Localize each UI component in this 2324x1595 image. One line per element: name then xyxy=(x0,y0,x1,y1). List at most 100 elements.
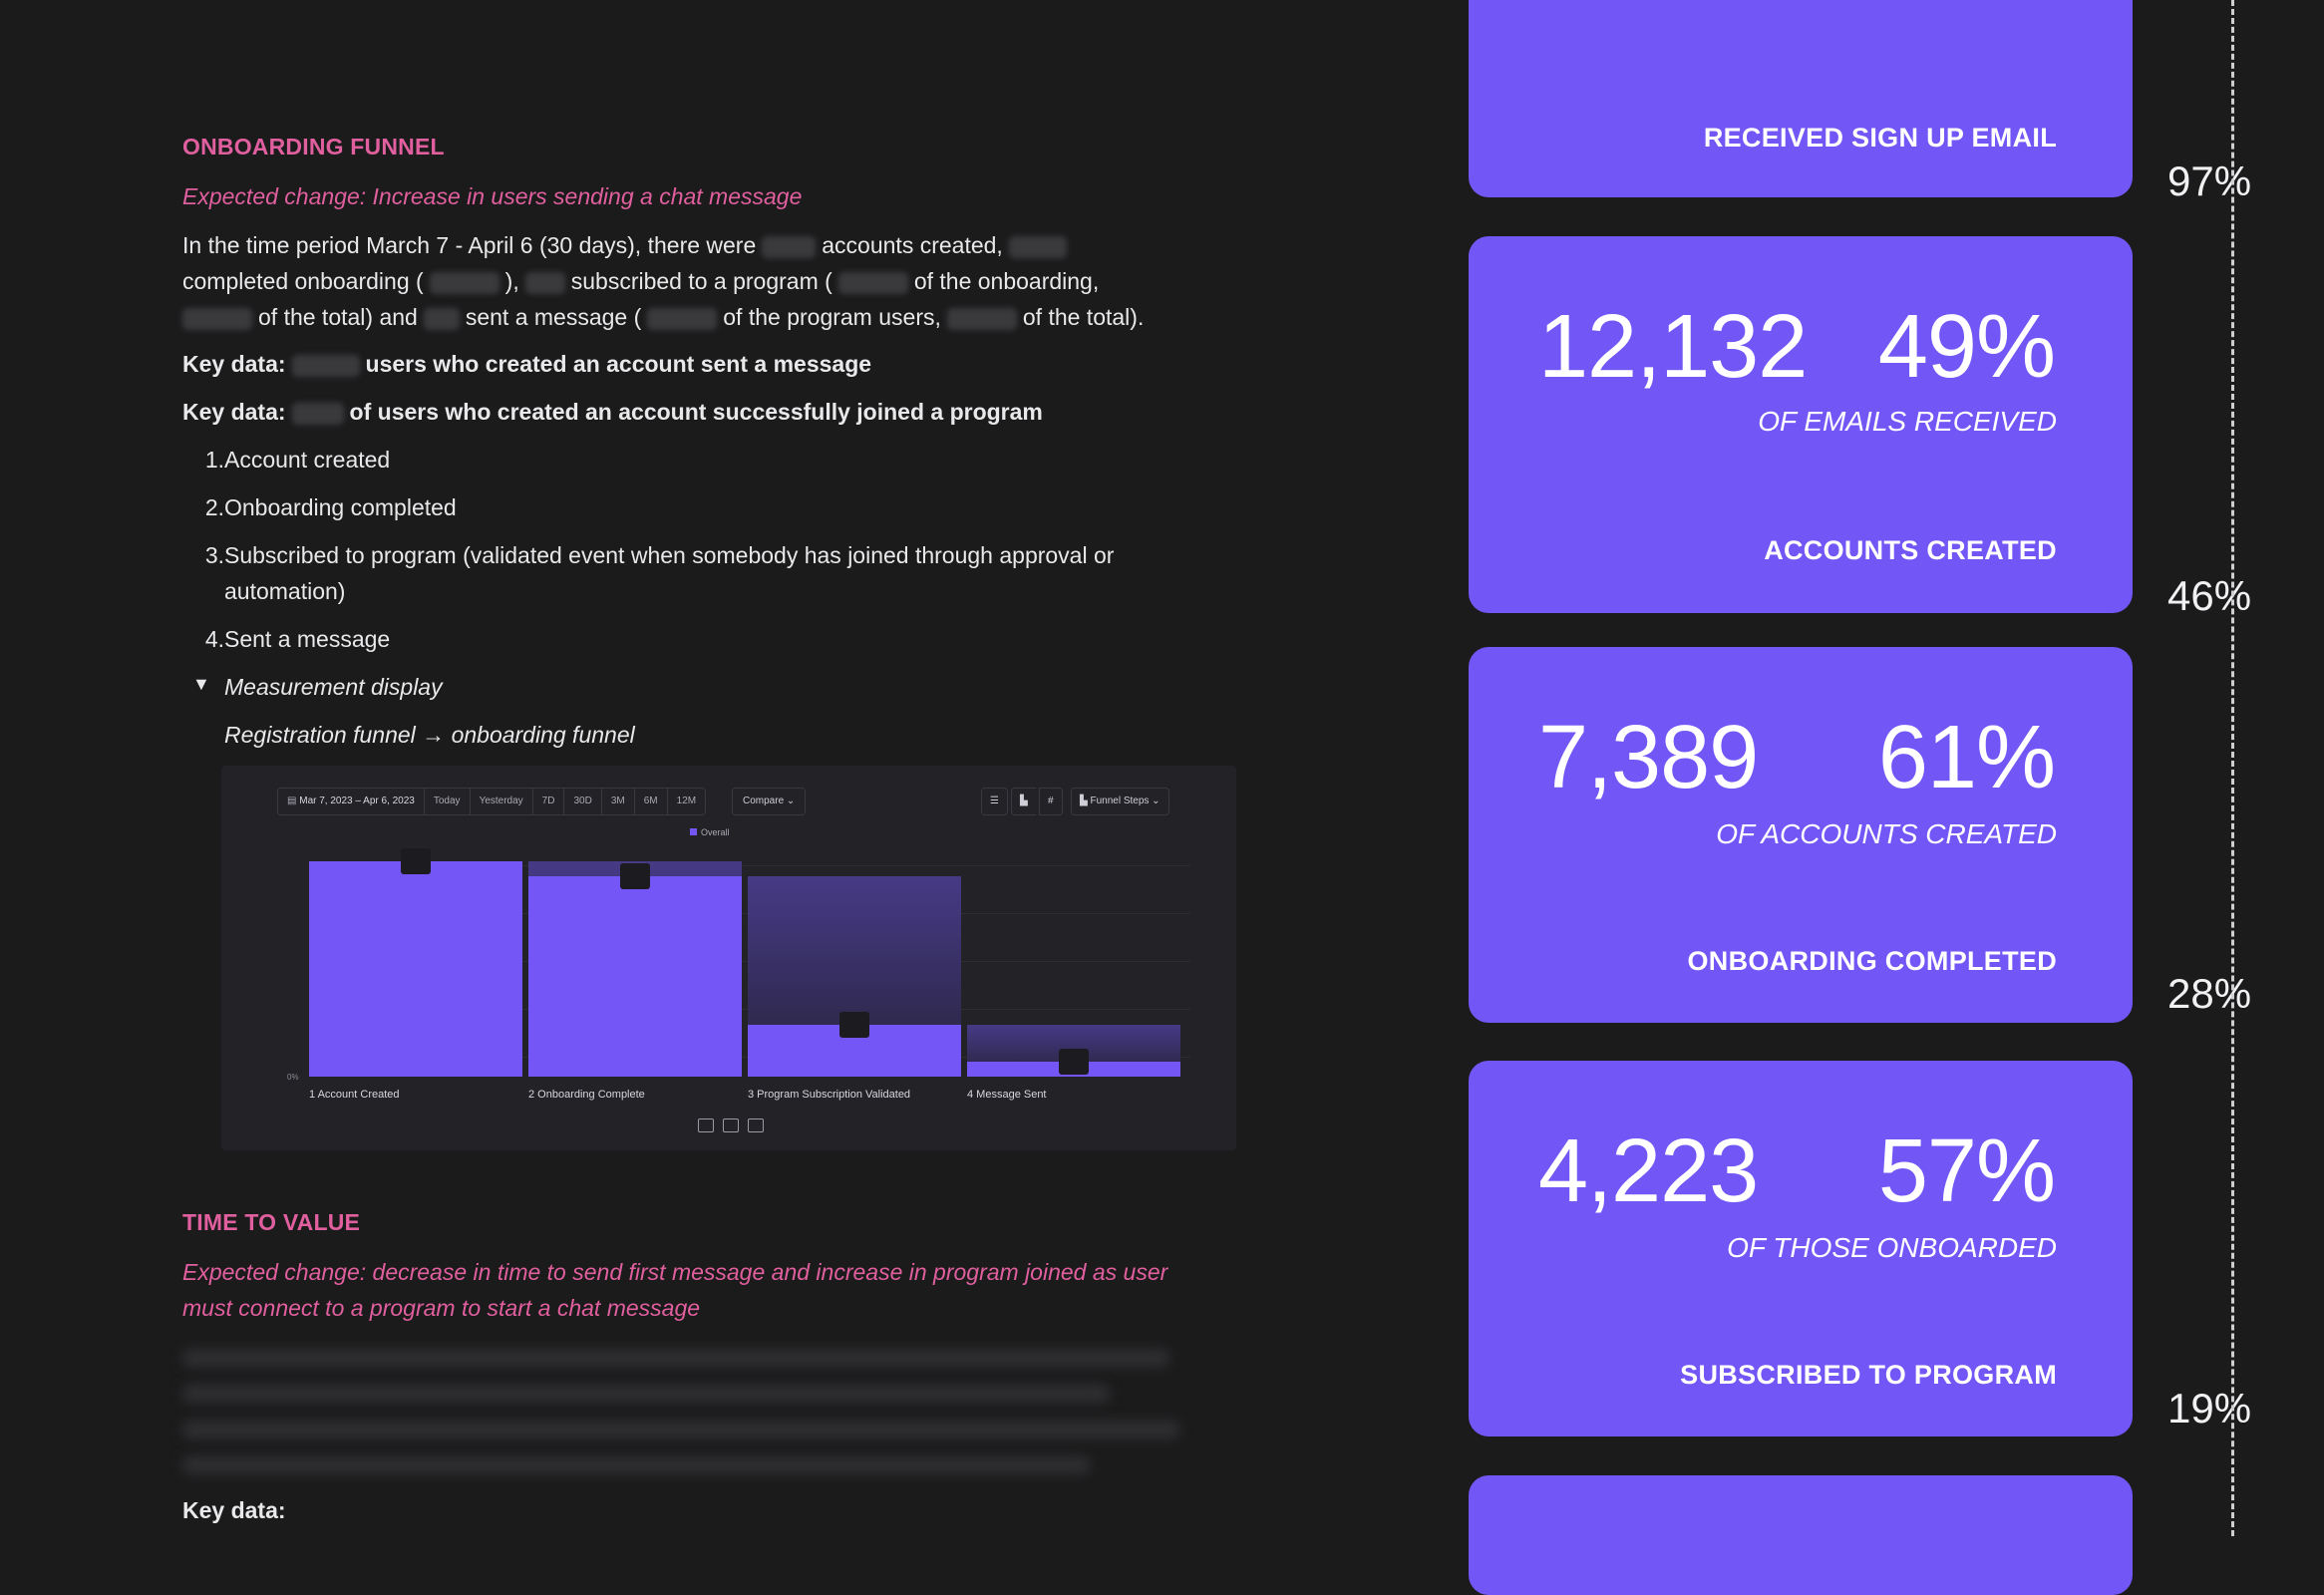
key-data-label: Key data: xyxy=(182,351,286,377)
date-range-picker[interactable]: ▤ Mar 7, 2023 – Apr 6, 2023 xyxy=(278,789,425,814)
list-text: Subscribed to program (validated event w… xyxy=(224,542,1115,604)
funnel-bar-tooltip-handle[interactable] xyxy=(1059,1048,1089,1075)
onboarding-expected-change: Expected change: Increase in users sendi… xyxy=(182,183,803,209)
funnel-steps-label: Funnel Steps ⌄ xyxy=(1090,796,1161,806)
redacted-value xyxy=(837,271,908,294)
list-item: 1. Account created xyxy=(182,442,1239,478)
card-label: ACCOUNTS CREATED xyxy=(1764,535,2057,565)
funnel-bar[interactable] xyxy=(309,861,522,1077)
toggle-body-text: Registration funnel → onboarding funnel xyxy=(224,722,635,748)
bar-chart-icon[interactable]: ▙ xyxy=(1011,788,1036,815)
redacted-paragraph xyxy=(182,1349,1169,1367)
funnel-bar-tooltip-handle[interactable] xyxy=(620,863,650,890)
list-number: 2. xyxy=(204,494,224,520)
list-text: Sent a message xyxy=(224,626,391,652)
redacted-paragraph xyxy=(182,1456,1090,1474)
redacted-value xyxy=(1008,235,1067,258)
conversion-percent: 28% xyxy=(2167,970,2252,1017)
card-percent: 49% xyxy=(1877,297,2056,397)
range-today[interactable]: Today xyxy=(425,789,471,814)
filter-icon[interactable]: ☰ xyxy=(981,788,1008,815)
redacted-value xyxy=(647,307,718,330)
layout-toggle-icon[interactable] xyxy=(723,1118,739,1132)
funnel-steps-dropdown[interactable]: ▙ Funnel Steps ⌄ xyxy=(1071,788,1169,815)
redacted-value xyxy=(291,402,344,425)
compare-button[interactable]: Compare ⌄ xyxy=(732,788,807,815)
card-subtitle: OF ACCOUNTS CREATED xyxy=(1716,818,2057,849)
redacted-value xyxy=(946,307,1017,330)
card-subscribed-to-program: 4,223 57% OF THOSE ONBOARDED SUBSCRIBED … xyxy=(1469,1061,2133,1436)
para-text: of the total) and xyxy=(258,304,418,330)
list-number: 4. xyxy=(204,626,224,652)
toggle-triangle-icon[interactable]: ▼ xyxy=(192,674,210,694)
key-data-label: Key data: xyxy=(182,399,286,425)
para-text: of the onboarding, xyxy=(913,268,1100,294)
funnel-step-label: 2 Onboarding Complete xyxy=(528,1089,645,1101)
card-count: 12,132 xyxy=(1538,297,1808,397)
card-label: RECEIVED SIGN UP EMAIL xyxy=(1703,123,2057,153)
chart-legend: Overall xyxy=(690,827,730,837)
redacted-value xyxy=(182,307,252,330)
card-onboarding-completed: 7,389 61% OF ACCOUNTS CREATED ONBOARDING… xyxy=(1469,647,2133,1023)
funnel-screenshot: ▤ Mar 7, 2023 – Apr 6, 2023 Today Yester… xyxy=(221,766,1236,1150)
para-text: completed onboarding ( xyxy=(182,268,424,294)
list-text: Account created xyxy=(224,447,391,473)
legend-swatch xyxy=(690,828,697,835)
date-range-toolbar: ▤ Mar 7, 2023 – Apr 6, 2023 Today Yester… xyxy=(277,788,707,815)
card-label: SUBSCRIBED TO PROGRAM xyxy=(1680,1360,2057,1390)
layout-toggle-icon[interactable] xyxy=(748,1118,764,1132)
para-text: ), xyxy=(504,268,519,294)
list-item: 4. Sent a message xyxy=(182,621,1239,657)
list-number: 3. xyxy=(204,542,224,568)
funnel-bar[interactable] xyxy=(528,876,742,1077)
summary-paragraph: In the time period March 7 - April 6 (30… xyxy=(182,227,1259,335)
card-next xyxy=(1469,1475,2133,1595)
list-item: 3. Subscribed to program (validated event… xyxy=(182,537,1239,604)
card-subtitle: OF THOSE ONBOARDED xyxy=(1727,1232,2057,1263)
para-text: accounts created, xyxy=(822,232,1003,258)
range-12m[interactable]: 12M xyxy=(676,796,697,806)
para-text: of the program users, xyxy=(723,304,941,330)
layout-toggle-icon[interactable] xyxy=(698,1118,714,1132)
card-percent: 57% xyxy=(1877,1121,2056,1221)
list-text: Onboarding completed xyxy=(224,494,457,520)
ttv-expected-line-1: Expected change: decrease in time to sen… xyxy=(182,1259,1168,1285)
funnel-step-label: 4 Message Sent xyxy=(967,1089,1047,1101)
list-number: 1. xyxy=(204,447,224,473)
key-data-text: users who created an account sent a mess… xyxy=(365,351,872,377)
hash-icon[interactable]: # xyxy=(1039,788,1063,815)
range-6m[interactable]: 6M xyxy=(635,789,668,814)
redacted-paragraph xyxy=(182,1385,1110,1403)
funnel-step-label: 1 Account Created xyxy=(309,1089,400,1101)
card-label: ONBOARDING COMPLETED xyxy=(1687,946,2057,976)
key-data-text: of users who created an account successf… xyxy=(349,399,1043,425)
para-text: In the time period March 7 - April 6 (30… xyxy=(182,232,757,258)
range-3m[interactable]: 3M xyxy=(602,789,635,814)
conversion-percent: 97% xyxy=(2167,158,2252,204)
redacted-value xyxy=(762,235,817,258)
dashed-connector-line xyxy=(2231,0,2234,1536)
para-text: subscribed to a program ( xyxy=(570,268,832,294)
redacted-value xyxy=(423,307,460,330)
ttv-expected-line-2: must connect to a program to start a cha… xyxy=(182,1295,701,1321)
card-count: 4,223 xyxy=(1538,1121,1759,1221)
range-30d[interactable]: 30D xyxy=(564,789,602,814)
time-to-value-heading: TIME TO VALUE xyxy=(182,1209,361,1235)
legend-label: Overall xyxy=(701,827,730,837)
conversion-percent: 46% xyxy=(2167,572,2252,619)
card-percent: 61% xyxy=(1877,708,2056,807)
card-accounts-created: 12,132 49% OF EMAILS RECEIVED ACCOUNTS C… xyxy=(1469,236,2133,613)
card-received-signup-email: RECEIVED SIGN UP EMAIL xyxy=(1469,0,2133,197)
range-7d[interactable]: 7D xyxy=(533,789,565,814)
conversion-percent: 19% xyxy=(2167,1385,2252,1432)
toggle-label[interactable]: Measurement display xyxy=(224,674,443,700)
card-count: 7,389 xyxy=(1538,708,1759,807)
key-data-1: Key data: users who created an account se… xyxy=(182,346,871,382)
para-text: sent a message ( xyxy=(465,304,642,330)
funnel-step-label: 3 Program Subscription Validated xyxy=(748,1089,911,1101)
card-subtitle: OF EMAILS RECEIVED xyxy=(1758,406,2057,437)
funnel-bar-tooltip-handle[interactable] xyxy=(839,1012,869,1039)
gridline xyxy=(309,865,1190,866)
funnel-bar-tooltip-handle[interactable] xyxy=(401,848,431,874)
range-yesterday[interactable]: Yesterday xyxy=(471,789,533,814)
